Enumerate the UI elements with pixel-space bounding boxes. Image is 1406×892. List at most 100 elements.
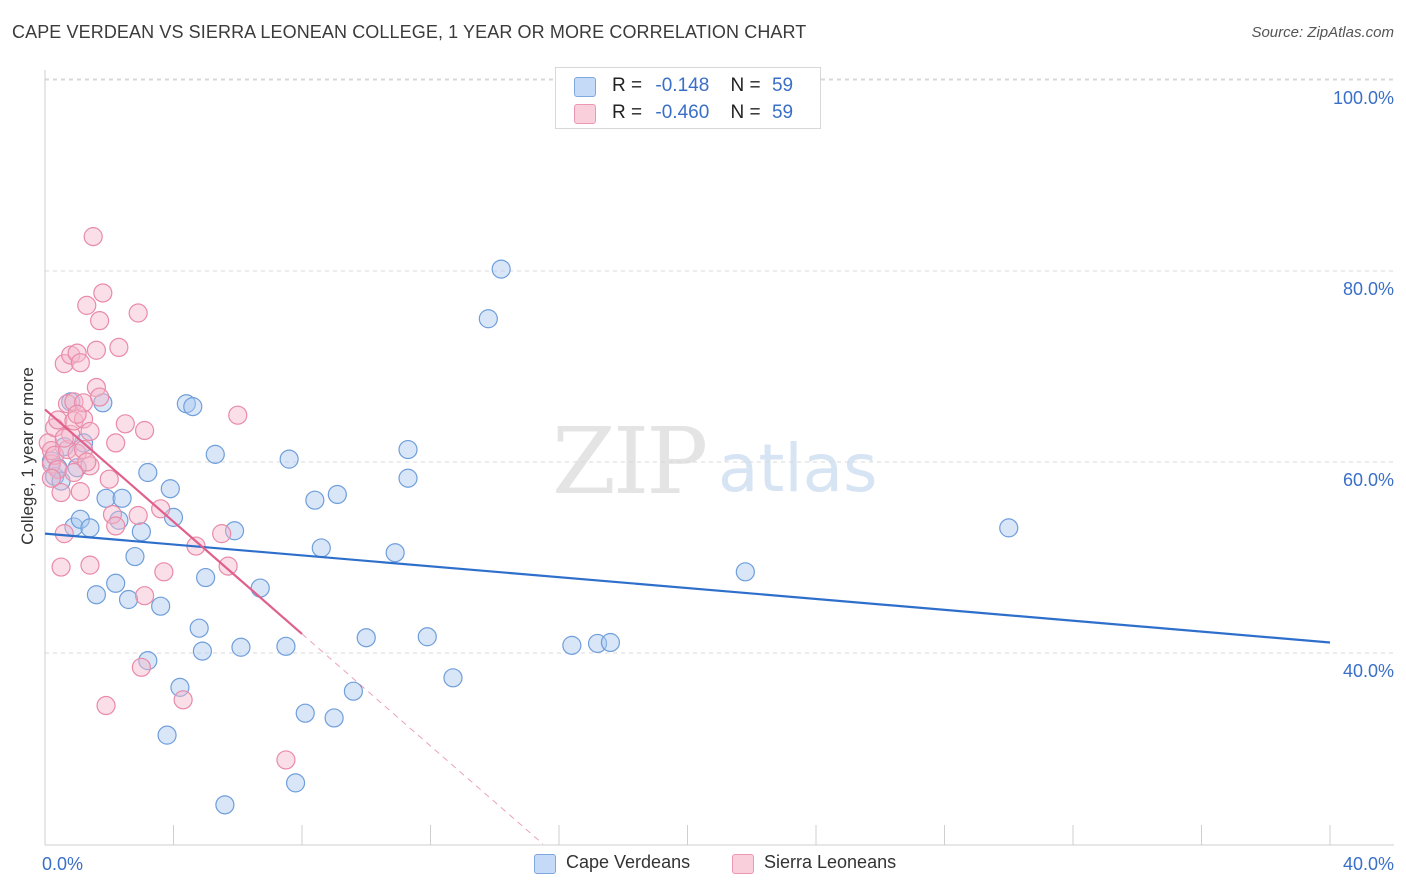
n-value: 59 (771, 102, 794, 123)
sierra-leonean-point (77, 452, 97, 472)
cape-verdean-point (735, 562, 755, 582)
cape-verdean-point (170, 677, 190, 697)
cape-verdean-point (311, 538, 331, 558)
y-axis-label: College, 1 year or more (18, 367, 37, 545)
cape-verdean-point (112, 488, 132, 508)
legend-swatch-pink (574, 104, 596, 124)
sierra-leonean-point (154, 562, 174, 582)
cape-verdean-point (231, 637, 251, 657)
cape-verdean-point (205, 444, 225, 464)
legend-swatch-cape-verdeans (534, 854, 556, 874)
sierra-leonean-point (276, 750, 296, 770)
sierra-leonean-point (80, 555, 100, 575)
sierra-leonean-point (106, 516, 126, 536)
sierra-leonean-point (77, 295, 97, 315)
sierra-leonean-trendline (44, 408, 303, 635)
sierra-leonean-point (80, 421, 100, 442)
cape-verdean-point (250, 578, 270, 598)
y-tick-label: 100.0% (1333, 88, 1394, 108)
cape-verdean-point (189, 618, 209, 638)
sierra-leonean-point (86, 340, 107, 360)
sierra-leonean-point (115, 414, 135, 434)
source-label: Source: ZipAtlas.com (1251, 24, 1394, 41)
cape-verdean-point (999, 518, 1019, 538)
legend-swatch-blue (574, 77, 596, 97)
legend-label-sierra-leoneans: Sierra Leoneans (764, 852, 897, 872)
legend-label-cape-verdeans: Cape Verdeans (566, 852, 691, 872)
y-tick-label: 60.0% (1343, 470, 1394, 490)
cape-verdean-point (151, 596, 171, 616)
cape-verdean-point (118, 589, 139, 610)
sierra-leonean-point (83, 227, 103, 247)
cape-verdean-point (343, 681, 363, 701)
n-label: N = (730, 75, 761, 96)
cape-verdean-point (305, 490, 325, 510)
cape-verdean-point (215, 795, 235, 815)
legend-swatch-sierra-leoneans (732, 854, 754, 874)
y-tick-label: 40.0% (1343, 661, 1394, 681)
cape-verdean-point (478, 309, 498, 329)
sierra-leonean-point (131, 657, 151, 677)
sierra-leonean-point (128, 303, 148, 323)
sierra-leonean-point (173, 690, 193, 710)
sierra-leonean-point (90, 387, 110, 407)
sierra-leonean-point (54, 428, 74, 448)
sierra-leonean-point (67, 404, 87, 424)
sierra-leonean-point (106, 433, 126, 453)
cape-verdean-trendline (44, 532, 1331, 644)
y-tick-label: 80.0% (1343, 279, 1394, 299)
x-tick-label-min: 0.0% (42, 854, 83, 874)
r-value: -0.148 (655, 75, 710, 96)
cape-verdean-point (138, 462, 158, 483)
sierra-leonean-point (109, 337, 129, 357)
cape-verdean-point (131, 522, 151, 542)
sierra-leonean-point (57, 439, 78, 460)
cape-verdean-point (417, 627, 437, 647)
cape-verdean-point (80, 518, 100, 538)
cape-verdean-point (196, 567, 216, 588)
sierra-leonean-point (51, 482, 71, 503)
sierra-leonean-point (64, 462, 84, 483)
cape-verdean-point (276, 636, 296, 656)
sierra-leonean-point (134, 586, 155, 606)
r-value: -0.460 (655, 102, 710, 123)
r-label: R = (612, 102, 643, 123)
cape-verdean-point (125, 546, 145, 567)
x-tick-label-max: 40.0% (1343, 854, 1394, 874)
cape-verdean-point (96, 488, 116, 508)
n-value: 59 (771, 75, 794, 96)
cape-verdean-point (324, 708, 344, 728)
cape-verdean-point (356, 628, 376, 648)
sierra-leonean-point (64, 392, 84, 412)
cape-verdean-point (562, 635, 582, 655)
cape-verdean-point (491, 259, 511, 279)
cape-verdean-point (157, 725, 177, 745)
cape-verdean-point (183, 397, 203, 417)
cape-verdean-point (600, 632, 621, 653)
n-label: N = (730, 102, 761, 123)
cape-verdean-point (385, 543, 405, 563)
sierra-leonean-point (93, 283, 113, 303)
sierra-leonean-point (70, 482, 90, 502)
cape-verdean-point (285, 773, 306, 793)
sierra-leonean-point (96, 695, 116, 716)
cape-verdean-point (86, 585, 107, 605)
cape-verdean-point (398, 468, 418, 488)
r-label: R = (612, 75, 643, 96)
sierra-leonean-point (134, 420, 155, 441)
sierra-leonean-point (102, 504, 123, 525)
sierra-leonean-point (228, 405, 248, 425)
sierra-leonean-point (99, 469, 119, 489)
sierra-leonean-trendline-extension (301, 633, 544, 845)
sierra-leonean-point (218, 556, 238, 576)
correlation-legend: R = -0.148 N = 59 R = -0.460 N = 59 (555, 67, 821, 129)
sierra-leonean-point (128, 505, 148, 526)
cape-verdean-point (279, 449, 299, 469)
sierra-leonean-point (212, 524, 232, 544)
cape-verdean-point (398, 439, 418, 460)
sierra-leonean-point (90, 311, 110, 331)
cape-verdean-point (106, 573, 126, 593)
sierra-leonean-point (41, 468, 62, 488)
cape-verdean-point (295, 703, 315, 723)
